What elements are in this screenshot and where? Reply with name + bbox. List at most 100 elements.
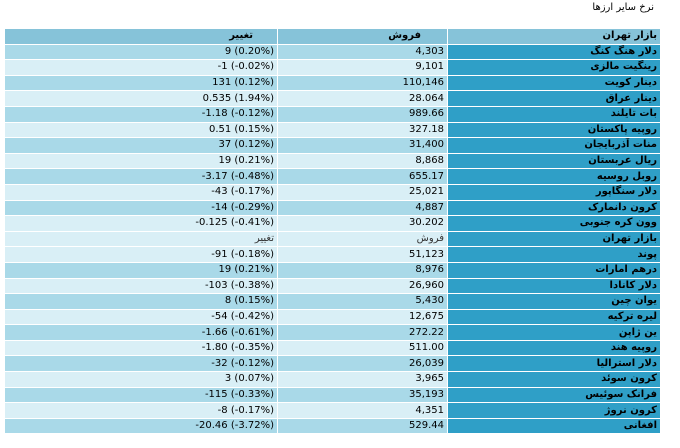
change-cell: -115 (-0.33%) — [4, 386, 278, 404]
change-cell: 0.535 (1.94%) — [4, 90, 278, 107]
rate-row: -32 (-0.12%) 26,039 دلار استرالیا — [4, 355, 661, 373]
rate-row: -54 (-0.42%) 12,675 لیره ترکیه — [4, 308, 661, 326]
sell-price-cell: 25,021 — [277, 183, 448, 201]
currency-name-cell: لیره ترکیه — [447, 308, 661, 326]
sell-price-cell: 30.202 — [277, 215, 448, 232]
sell-price-cell: 655.17 — [277, 168, 448, 185]
change-cell: 3 (0.07%) — [4, 371, 278, 388]
rate-row: 19 (0.21%) 8,976 درهم امارات — [4, 261, 661, 279]
currency-name-cell: دلار کانادا — [447, 277, 661, 295]
sell-price-cell: 26,960 — [277, 277, 448, 295]
currency-name-cell: دلار هنگ کنگ — [447, 43, 661, 61]
currency-name-cell: منات آذربایجان — [447, 137, 661, 154]
sell-price-cell: 529.44 — [277, 417, 448, 435]
currency-name-cell: بات تایلند — [447, 105, 661, 123]
currency-name-cell: ریال عربستان — [447, 152, 661, 170]
change-cell: -54 (-0.42%) — [4, 308, 278, 326]
currency-name-cell: یوان چین — [447, 293, 661, 310]
rate-row: 3 (0.07%) 3,965 کرون سوئد — [4, 371, 661, 388]
column-header-market: بازار تهران — [447, 28, 661, 45]
sell-price-cell: 4,351 — [277, 402, 448, 419]
column-header-change: تغییر — [4, 230, 278, 248]
rate-row: -20.46 (-3.72%) 529.44 افغانی — [4, 417, 661, 435]
rate-row: -103 (-0.38%) 26,960 دلار کانادا — [4, 277, 661, 295]
rate-row: -3.17 (-0.48%) 655.17 روبل روسیه — [4, 168, 661, 185]
rate-row: 8 (0.15%) 5,430 یوان چین — [4, 293, 661, 310]
subheader-row: تغییر فروش بازار تهران — [4, 230, 661, 248]
rate-row: 37 (0.12%) 31,400 منات آذربایجان — [4, 137, 661, 154]
sell-price-cell: 4,887 — [277, 199, 448, 217]
sell-price-cell: 5,430 — [277, 293, 448, 310]
rate-row: -115 (-0.33%) 35,193 فرانک سوئیس — [4, 386, 661, 404]
rate-row: -1.18 (-0.12%) 989.66 بات تایلند — [4, 105, 661, 123]
change-cell: -0.125 (-0.41%) — [4, 215, 278, 232]
change-cell: -8 (-0.17%) — [4, 402, 278, 419]
currency-name-cell: دلار استرالیا — [447, 355, 661, 373]
change-cell: 9 (0.20%) — [4, 43, 278, 61]
column-header-market: بازار تهران — [447, 230, 661, 248]
sell-price-cell: 28.064 — [277, 90, 448, 107]
change-cell: -3.17 (-0.48%) — [4, 168, 278, 185]
sell-price-cell: 4,303 — [277, 43, 448, 61]
change-cell: 37 (0.12%) — [4, 137, 278, 154]
sell-price-cell: 35,193 — [277, 386, 448, 404]
sell-price-cell: 3,965 — [277, 371, 448, 388]
currency-name-cell: فرانک سوئیس — [447, 386, 661, 404]
rate-row: 19 (0.21%) 8,868 ریال عربستان — [4, 152, 661, 170]
currency-name-cell: ین ژاپن — [447, 324, 661, 341]
change-cell: 8 (0.15%) — [4, 293, 278, 310]
change-cell: -1 (-0.02%) — [4, 59, 278, 76]
sell-price-cell: 12,675 — [277, 308, 448, 326]
rate-row: -8 (-0.17%) 4,351 کرون نروژ — [4, 402, 661, 419]
change-cell: 19 (0.21%) — [4, 152, 278, 170]
change-cell: -32 (-0.12%) — [4, 355, 278, 373]
rate-row: 9 (0.20%) 4,303 دلار هنگ کنگ — [4, 43, 661, 61]
rate-row: -1.80 (-0.35%) 511.00 روپیه هند — [4, 339, 661, 357]
page-title: نرخ سایر ارزها — [592, 2, 654, 13]
rates-table-body: تغییر فروش بازار تهران 9 (0.20%) 4,303 دلا… — [4, 28, 661, 435]
change-cell: -1.18 (-0.12%) — [4, 105, 278, 123]
sell-price-cell: 31,400 — [277, 137, 448, 154]
change-cell: 0.51 (0.15%) — [4, 121, 278, 139]
currency-name-cell: کرون نروژ — [447, 402, 661, 419]
change-cell: 131 (0.12%) — [4, 74, 278, 92]
change-cell: 19 (0.21%) — [4, 261, 278, 279]
header-row: تغییر فروش بازار تهران — [4, 28, 661, 45]
change-cell: -43 (-0.17%) — [4, 183, 278, 201]
sell-price-cell: 511.00 — [277, 339, 448, 357]
sell-price-cell: 51,123 — [277, 246, 448, 263]
rate-row: -14 (-0.29%) 4,887 کرون دانمارک — [4, 199, 661, 217]
change-cell: -91 (-0.18%) — [4, 246, 278, 263]
rate-row: 0.535 (1.94%) 28.064 دینار عراق — [4, 90, 661, 107]
currency-name-cell: رینگیت مالزی — [447, 59, 661, 76]
currency-name-cell: روپیه پاکستان — [447, 121, 661, 139]
sell-price-cell: 989.66 — [277, 105, 448, 123]
column-header-sell: فروش — [277, 230, 448, 248]
sell-price-cell: 26,039 — [277, 355, 448, 373]
rate-row: 131 (0.12%) 110,146 دینار کویت — [4, 74, 661, 92]
rates-table: تغییر فروش بازار تهران 9 (0.20%) 4,303 دلا… — [4, 28, 661, 435]
rate-row: -1 (-0.02%) 9,101 رینگیت مالزی — [4, 59, 661, 76]
rate-row: -91 (-0.18%) 51,123 پوند — [4, 246, 661, 263]
column-header-sell: فروش — [277, 28, 448, 45]
currency-name-cell: روپیه هند — [447, 339, 661, 357]
change-cell: -103 (-0.38%) — [4, 277, 278, 295]
rate-row: -43 (-0.17%) 25,021 دلار سنگاپور — [4, 183, 661, 201]
sell-price-cell: 272.22 — [277, 324, 448, 341]
change-cell: -20.46 (-3.72%) — [4, 417, 278, 435]
currency-name-cell: دلار سنگاپور — [447, 183, 661, 201]
currency-name-cell: وون کره جنوبی — [447, 215, 661, 232]
sell-price-cell: 9,101 — [277, 59, 448, 76]
sell-price-cell: 8,976 — [277, 261, 448, 279]
column-header-change: تغییر — [4, 28, 278, 45]
currency-name-cell: دینار عراق — [447, 90, 661, 107]
currency-name-cell: دینار کویت — [447, 74, 661, 92]
sell-price-cell: 327.18 — [277, 121, 448, 139]
currency-name-cell: درهم امارات — [447, 261, 661, 279]
currency-name-cell: افغانی — [447, 417, 661, 435]
change-cell: -14 (-0.29%) — [4, 199, 278, 217]
sell-price-cell: 110,146 — [277, 74, 448, 92]
sell-price-cell: 8,868 — [277, 152, 448, 170]
rate-row: -1.66 (-0.61%) 272.22 ین ژاپن — [4, 324, 661, 341]
rate-row: -0.125 (-0.41%) 30.202 وون کره جنوبی — [4, 215, 661, 232]
